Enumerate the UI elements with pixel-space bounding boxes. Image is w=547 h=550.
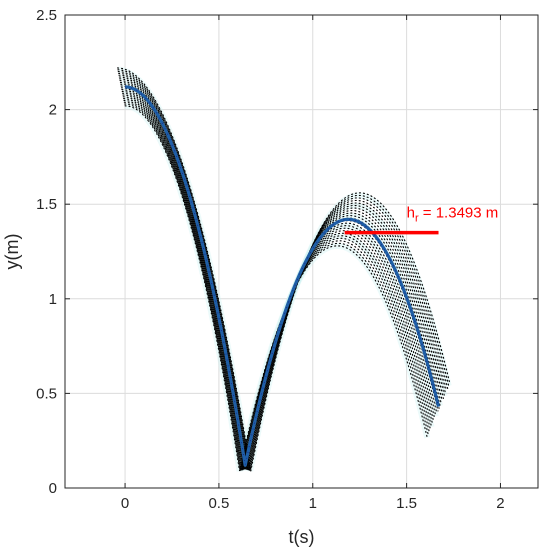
x-tick-label: 2: [496, 495, 504, 512]
y-tick-label: 2: [49, 102, 57, 119]
sample-trajectory: [123, 99, 432, 471]
rebound-height-annotation: hr = 1.3493 m: [407, 204, 499, 224]
x-axis-ticks: 0 0.5 1 1.5 2: [121, 15, 505, 512]
x-tick-label: 0: [121, 495, 129, 512]
sample-trajectory: [119, 80, 443, 470]
plot-frame: [64, 14, 539, 489]
y-tick-label: 2.5: [36, 7, 57, 24]
y-axis-label: y(m): [2, 234, 22, 270]
annotation-main: h: [407, 204, 415, 221]
sample-trajectory: [117, 71, 449, 471]
y-tick-label: 1.5: [36, 196, 57, 213]
x-tick-label: 0.5: [208, 495, 229, 512]
y-axis-ticks: 0 0.5 1 1.5 2 2.5: [36, 7, 538, 497]
y-tick-label: 1: [49, 291, 57, 308]
x-tick-label: 1.5: [396, 495, 417, 512]
x-tick-label: 1: [309, 495, 317, 512]
mean-trajectory: [124, 85, 441, 467]
sample-trajectory: [117, 67, 451, 472]
annotation-subscript: r: [415, 212, 419, 224]
sample-trajectory: [117, 69, 450, 471]
annotation-value: = 1.3493 m: [419, 204, 499, 221]
sample-trajectory: [121, 90, 437, 470]
mean-trajectory-dots: [125, 86, 440, 466]
sample-trajectory: [124, 105, 428, 472]
sample-trajectory: [121, 89, 438, 470]
x-axis-label: t(s): [289, 527, 315, 547]
sample-trajectory: [122, 94, 435, 471]
sample-trajectory: [122, 92, 436, 470]
y-tick-label: 0: [49, 480, 57, 497]
y-tick-label: 0.5: [36, 385, 57, 402]
sample-trajectory: [124, 103, 429, 471]
sample-trajectory: [118, 76, 445, 471]
